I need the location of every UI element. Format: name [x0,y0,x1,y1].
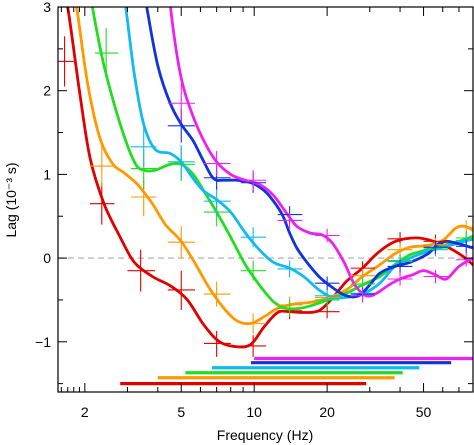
series-6-point-7 [387,272,413,286]
series-4-point-4 [240,227,267,248]
series-4-point-3 [203,186,231,217]
x-tick-label-3: 10 [246,404,262,420]
series-5-point-7 [387,259,413,274]
series-2-curve [75,7,473,326]
series-2-point-3 [167,226,196,259]
series-6-point-1 [167,84,196,123]
series-3-point-5 [240,260,267,281]
x-tick-label-2: 5 [177,404,185,420]
series-1-point-6 [240,335,267,357]
series-4-point-6 [314,289,340,303]
series-4-point-1 [130,128,157,167]
y-tick-label-5: 3 [43,0,51,15]
y-tick-label-1: −1 [35,334,51,350]
series-4-curve [124,7,473,300]
series-3-point-4 [203,197,231,227]
frequency-range-bars [120,356,473,386]
series-4-point-2 [167,145,196,179]
series-6-point-2 [203,150,231,177]
axes: 2 5 10 20 50 −1 0 1 2 3 [35,0,474,420]
x-tick-label-5: 50 [416,404,432,420]
series-3-point-6 [277,299,303,317]
series-1-point-8 [314,304,340,319]
y-tick-label-4: 2 [43,83,51,99]
y-tick-label-3: 1 [43,166,51,182]
series-6-point-5 [314,228,340,243]
series-1-point-2 [89,182,115,225]
series-2-point-5 [240,313,267,334]
series-6-point-6 [350,289,375,303]
series-6-point-4 [277,212,303,229]
y-tick-label-2: 0 [43,250,51,266]
series-5-point-8 [423,240,448,254]
series-6-point-3 [240,170,267,191]
series-2-point-1 [89,145,115,187]
series-data-points [58,27,473,357]
series-5-point-5 [314,276,340,290]
series-6-curve [169,7,473,298]
series-curves [66,7,473,349]
series-2-point-11 [455,220,473,234]
series-1-point-1 [58,36,74,87]
plot-frame [57,6,474,393]
series-1-point-5 [203,330,231,357]
series-5-point-9 [455,239,473,254]
series-1-point-4 [167,270,196,310]
y-axis-label: Lag (10⁻³ s) [3,162,19,237]
series-1-point-3 [127,249,156,292]
x-tick-label-1: 2 [81,404,89,420]
series-6-point-9 [455,253,473,267]
series-6-point-8 [423,269,448,284]
series-3-curve [90,7,473,311]
series-2-point-4 [203,281,231,307]
series-3-point-1 [94,27,119,79]
x-axis-label: Frequency (Hz) [217,427,313,443]
series-4-point-5 [277,260,303,278]
x-tick-label-4: 20 [319,404,335,420]
